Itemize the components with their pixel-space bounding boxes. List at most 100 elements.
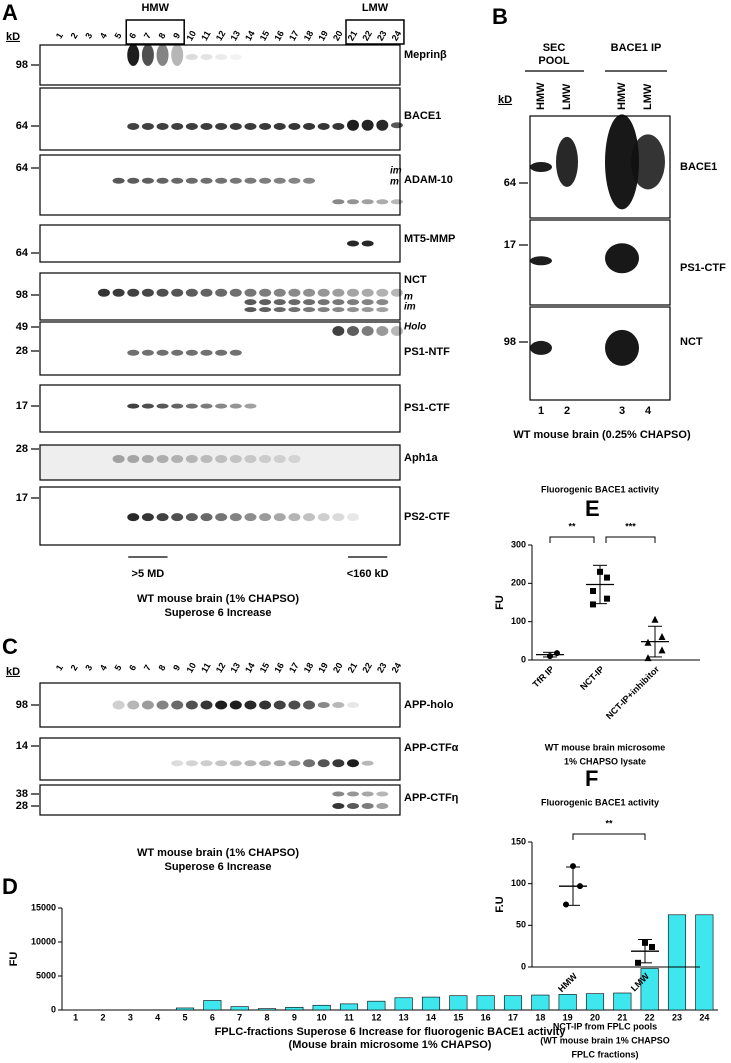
lane-number: 24 [390,29,404,43]
lane-number: 8 [156,663,167,672]
blot-band [244,122,257,130]
y-tick-label: 100 [511,616,526,626]
blot-label: PS1-CTF [404,402,450,414]
blot-band [185,54,198,60]
blot-band [200,349,213,356]
blot-band [376,299,389,306]
x-tick-label: 14 [426,1012,436,1022]
kd-label: kD [6,666,20,678]
lane-number: 20 [331,29,345,43]
blot-band [244,760,257,767]
band-note: im [404,302,416,313]
lane-number: 16 [272,661,286,675]
lane-number: 14 [243,29,257,43]
blot-band [141,403,154,409]
blot-band [259,307,272,313]
blot-band [215,455,228,463]
lane-number: 15 [258,661,272,675]
marker-label: 64 [504,177,517,189]
blot-band [273,700,286,710]
x-tick-label: 3 [128,1012,133,1022]
blot-band [605,114,639,210]
panel-letter: A [2,0,18,25]
x-tick-label: 10 [317,1012,327,1022]
blot-band [200,700,213,710]
blot-band [332,307,345,313]
y-tick-label: 150 [511,836,526,846]
blot-band [273,760,286,767]
lane-number: 14 [243,661,257,675]
blot-band [288,513,301,522]
lane-number: 7 [142,663,153,672]
blot-band [332,299,345,306]
blot-band [347,326,359,337]
blot-band [127,288,140,297]
blot-band [244,403,257,409]
blot-band [215,760,228,767]
blot-band [361,119,374,131]
blot-band [112,177,125,184]
blot-band [556,136,578,187]
x-tick-label: 9 [292,1012,297,1022]
lane-number: 18 [302,661,316,675]
blot-band [215,349,228,356]
blot-band [273,513,286,522]
blot-band [156,44,169,66]
lane-number: 13 [228,661,242,675]
x-tick-label: TfR IP [531,664,556,689]
x-tick-label: 6 [210,1012,215,1022]
blot-band [288,288,301,297]
lane-head: LMW [561,83,573,110]
ip-label: BACE1 IP [611,42,662,54]
blot-band [303,307,316,313]
blot-label: MT5-MMP [404,233,455,245]
blot-band [229,760,242,767]
blot-band [229,513,242,522]
marker-label: 64 [16,247,29,259]
x-tick-label: 12 [371,1012,381,1022]
y-tick-label: 300 [511,539,526,549]
blot-band [171,44,184,66]
marker-label: 49 [16,321,28,333]
bar [449,995,468,1011]
blot-band [215,177,228,184]
lane-number: 4 [98,31,109,40]
blot-band [288,299,301,306]
blot-frame [529,115,671,219]
blot-band [303,700,316,710]
blot-label: APP-holo [404,699,454,711]
lane-number: 7 [142,31,153,40]
blot-band [317,307,330,313]
blot-band [361,326,374,337]
blot-band [200,403,213,409]
bar [476,995,495,1011]
blot-frame [39,737,401,781]
data-point [563,901,569,908]
x-axis-label: (Mouse brain microsome 1% CHAPSO) [289,1039,492,1051]
blot-frame [39,784,401,816]
blot-label: APP-CTFη [404,792,459,804]
lane-number: 16 [272,29,286,43]
lane-head: HMW [616,82,628,110]
marker-label: 28 [16,800,28,812]
bar [285,1006,304,1011]
blot-band [332,803,345,809]
blot-band [361,299,374,306]
blot-band [156,122,169,130]
blot-band [200,288,213,297]
blot-band [215,54,228,60]
lane-number: 9 [171,31,182,40]
blot-band [185,177,198,184]
blot-label: ADAM-10 [404,174,453,186]
caption: WT mouse brain microsome [545,742,666,752]
blot-band [259,299,272,306]
blot-frame [529,306,671,401]
bar [531,994,550,1011]
lane-number: 21 [346,661,360,675]
blot-band [229,288,242,297]
blot-band [112,288,125,297]
blot-frame [39,384,401,433]
blot-frame [39,87,401,151]
bar [695,914,714,1011]
blot-band [215,288,228,297]
